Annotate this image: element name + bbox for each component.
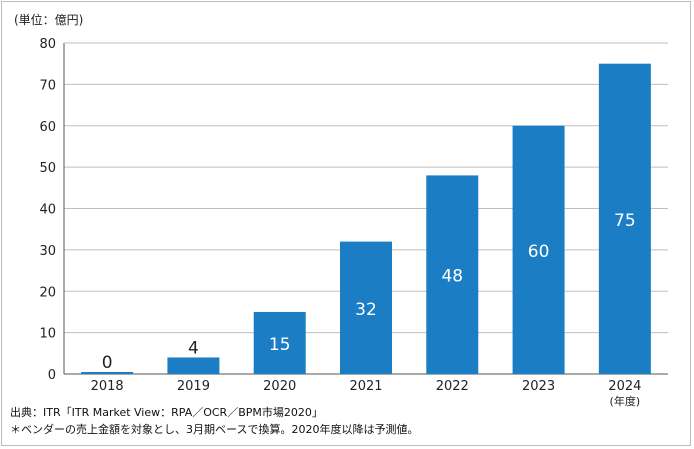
bar-2022 (426, 175, 479, 374)
y-tick-label: 40 (39, 203, 56, 218)
unit-label: (単位：億円) (14, 12, 83, 27)
y-tick-label: 20 (39, 285, 56, 300)
x-tick-label: 2023 (522, 379, 555, 394)
bar-2019 (167, 357, 220, 374)
bar-2021 (340, 241, 392, 374)
bar-2018 (81, 372, 134, 374)
y-tick-label: 60 (39, 120, 56, 135)
x-tick-label: 2024 (608, 379, 641, 394)
y-tick-label: 80 (39, 37, 56, 52)
bar-2024 (598, 63, 651, 374)
data-label-2018: 0 (102, 353, 113, 373)
data-label-2019: 4 (188, 338, 199, 358)
y-tick-label: 70 (39, 78, 56, 93)
y-tick-label: 30 (39, 244, 56, 259)
data-label-2020: 15 (269, 335, 291, 355)
source-footnote: 出典：ITR「ITR Market View：RPA／OCR／BPM市場2020… (10, 406, 323, 419)
data-label-2022: 48 (441, 267, 463, 287)
data-label-2024: 75 (614, 211, 636, 231)
x-tick-label: 2021 (349, 379, 382, 394)
x-tick-label: 2019 (177, 379, 210, 394)
y-tick-label: 50 (39, 161, 56, 176)
x-suffix-label: (年度) (610, 394, 641, 408)
data-label-2023: 60 (528, 242, 550, 262)
x-tick-label: 2018 (91, 379, 124, 394)
y-tick-label: 10 (39, 327, 56, 342)
note-footnote: ＊ベンダーの売上金額を対象とし、3月期ベースで換算。2020年度以降は予測値。 (10, 423, 419, 436)
y-tick-label: 0 (48, 368, 56, 383)
x-tick-label: 2020 (263, 379, 296, 394)
data-label-2021: 32 (355, 300, 377, 320)
bar-2023 (512, 125, 565, 374)
bar-2020 (253, 311, 306, 374)
x-tick-label: 2022 (436, 379, 469, 394)
